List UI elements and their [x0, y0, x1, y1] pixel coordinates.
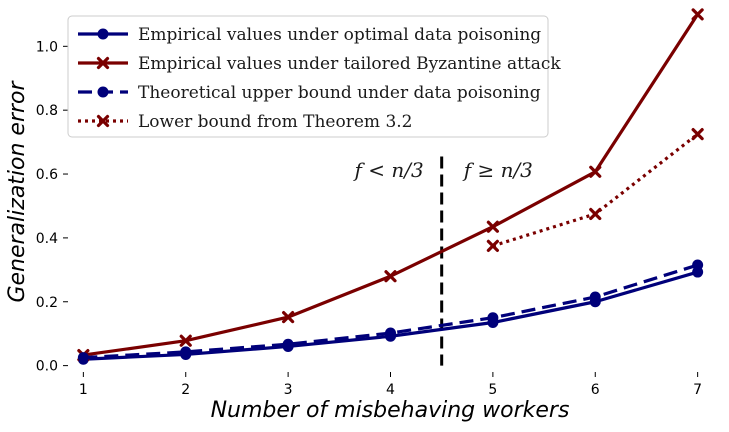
data-point [384, 270, 397, 283]
region-label-right: f ≥ n/3 [462, 158, 533, 182]
legend-label: Empirical values under optimal data pois… [138, 25, 541, 45]
x-tick-label: 1 [79, 382, 88, 398]
legend: Empirical values under optimal data pois… [67, 15, 561, 138]
data-point [179, 334, 192, 347]
region-label-left: f < n/3 [352, 158, 423, 182]
series-3 [77, 259, 704, 364]
data-point [486, 239, 499, 252]
x-tick-label: 4 [386, 382, 395, 398]
data-point [486, 220, 499, 233]
x-tick-label: 7 [693, 382, 702, 398]
legend-marker [97, 28, 109, 40]
data-point [691, 128, 704, 141]
data-point [589, 165, 602, 178]
data-point [692, 259, 704, 271]
data-point [385, 327, 396, 339]
x-tick-label: 2 [181, 382, 190, 398]
legend-marker [96, 56, 110, 70]
legend-label: Theoretical upper bound under data poiso… [138, 83, 541, 103]
series-1 [77, 266, 704, 365]
y-axis-label: Generalization error [5, 79, 30, 302]
y-tick-label: 0.4 [36, 231, 58, 247]
legend-marker [97, 86, 109, 98]
series-line [492, 132, 699, 248]
y-tick-label: 0.2 [36, 295, 58, 311]
series-4 [486, 128, 704, 252]
data-point [77, 352, 89, 364]
data-point [487, 312, 499, 324]
x-axis-label: Number of misbehaving workers [211, 398, 570, 423]
data-point [180, 346, 192, 358]
x-tick-label: 6 [591, 382, 600, 398]
data-point [589, 291, 601, 303]
legend-label: Lower bound from Theorem 3.2 [138, 112, 412, 132]
axes: 1 2 3 4 5 6 7 0.0 0.2 0.4 0.6 0.8 1.0 [36, 39, 702, 398]
series-line [83, 270, 699, 361]
series-2 [77, 8, 704, 362]
legend-box [67, 15, 549, 138]
x-tick-label: 5 [488, 382, 497, 398]
legend-label: Empirical values under tailored Byzantin… [138, 54, 561, 74]
y-tick-label: 0.8 [36, 103, 58, 119]
data-point [589, 207, 602, 221]
x-tick-label: 3 [284, 382, 293, 398]
data-point [691, 8, 704, 21]
y-tick-label: 0.6 [36, 167, 58, 183]
legend-marker [96, 114, 110, 128]
data-point [282, 338, 294, 350]
y-tick-label: 1.0 [36, 39, 58, 55]
plot-area: f < n/3 f ≥ n/3 [77, 8, 704, 366]
y-tick-label: 0.0 [36, 359, 58, 375]
data-point [282, 310, 295, 324]
